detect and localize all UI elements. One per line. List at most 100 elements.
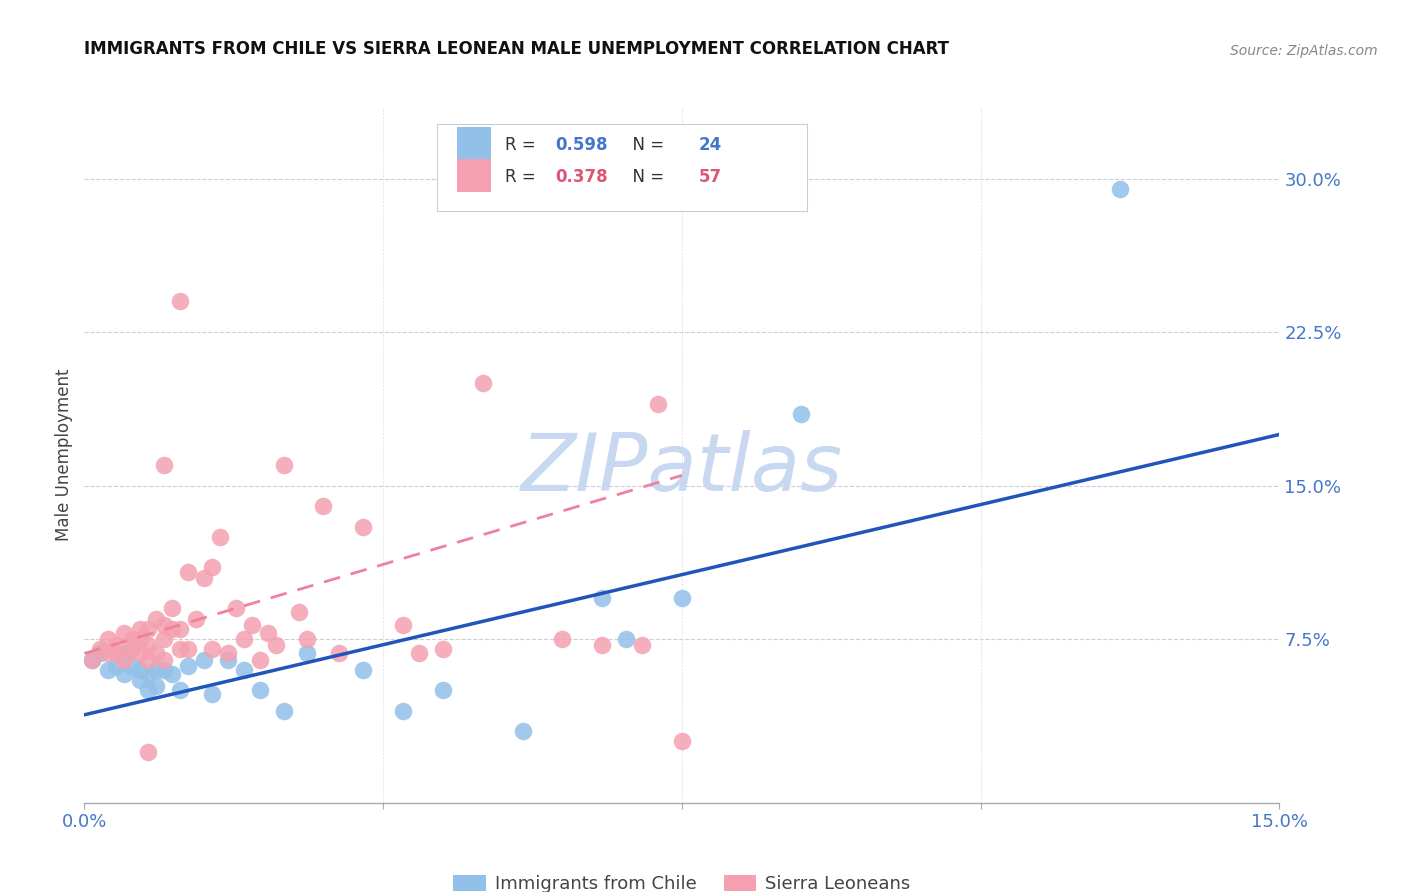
Point xyxy=(177,565,200,579)
Point xyxy=(153,458,176,472)
Point xyxy=(112,666,135,681)
Point xyxy=(408,647,430,661)
Point xyxy=(790,407,813,421)
Point xyxy=(112,652,135,666)
Point xyxy=(145,663,167,677)
FancyBboxPatch shape xyxy=(437,124,807,211)
Point xyxy=(647,397,669,411)
Text: 0.378: 0.378 xyxy=(555,168,607,186)
Bar xyxy=(457,159,491,192)
Point xyxy=(105,658,128,673)
Point xyxy=(471,376,494,391)
Point xyxy=(153,632,176,646)
Point xyxy=(352,663,374,677)
Point xyxy=(193,652,215,666)
Point xyxy=(105,647,128,661)
Point xyxy=(328,647,350,661)
Point xyxy=(160,622,183,636)
Point xyxy=(201,687,224,701)
Point xyxy=(177,642,200,657)
Text: IMMIGRANTS FROM CHILE VS SIERRA LEONEAN MALE UNEMPLOYMENT CORRELATION CHART: IMMIGRANTS FROM CHILE VS SIERRA LEONEAN … xyxy=(84,40,949,58)
Point xyxy=(256,626,278,640)
Point xyxy=(97,632,120,646)
Point xyxy=(217,647,239,661)
Point xyxy=(614,632,637,646)
Point xyxy=(208,530,231,544)
Point xyxy=(432,683,454,698)
Legend: Immigrants from Chile, Sierra Leoneans: Immigrants from Chile, Sierra Leoneans xyxy=(446,868,918,892)
Point xyxy=(1109,182,1132,196)
Point xyxy=(153,663,176,677)
Text: N =: N = xyxy=(621,168,669,186)
Point xyxy=(273,458,295,472)
Point xyxy=(217,652,239,666)
Point xyxy=(240,617,263,632)
Point xyxy=(136,683,159,698)
Point xyxy=(145,679,167,693)
Point xyxy=(193,571,215,585)
Point xyxy=(82,652,104,666)
Point xyxy=(105,638,128,652)
Point xyxy=(136,622,159,636)
Point xyxy=(89,642,111,657)
Point xyxy=(145,612,167,626)
Point xyxy=(201,642,224,657)
Point xyxy=(169,642,191,657)
Point xyxy=(112,647,135,661)
Point xyxy=(169,622,191,636)
Bar xyxy=(457,127,491,160)
Point xyxy=(288,606,311,620)
Point xyxy=(352,519,374,533)
Point xyxy=(312,499,335,513)
Point xyxy=(160,666,183,681)
Point xyxy=(136,652,159,666)
Y-axis label: Male Unemployment: Male Unemployment xyxy=(55,368,73,541)
Point xyxy=(432,642,454,657)
Point xyxy=(145,647,167,661)
Point xyxy=(97,647,120,661)
Point xyxy=(129,647,152,661)
Point xyxy=(297,632,319,646)
Point xyxy=(129,622,152,636)
Text: 0.598: 0.598 xyxy=(555,136,607,153)
Text: 24: 24 xyxy=(699,136,721,153)
Point xyxy=(297,647,319,661)
Point xyxy=(591,638,613,652)
Point xyxy=(264,638,287,652)
Text: ZIPatlas: ZIPatlas xyxy=(520,430,844,508)
Point xyxy=(201,560,224,574)
Point xyxy=(97,663,120,677)
Point xyxy=(225,601,247,615)
Point xyxy=(89,647,111,661)
Point xyxy=(392,704,415,718)
Point xyxy=(169,683,191,698)
Point xyxy=(249,652,271,666)
Point xyxy=(551,632,574,646)
Point xyxy=(512,724,534,739)
Point xyxy=(129,673,152,687)
Point xyxy=(631,638,654,652)
Point xyxy=(121,632,143,646)
Text: R =: R = xyxy=(505,168,541,186)
Point xyxy=(232,632,254,646)
Text: 57: 57 xyxy=(699,168,721,186)
Point xyxy=(136,745,159,759)
Text: R =: R = xyxy=(505,136,541,153)
Point xyxy=(121,658,143,673)
Point xyxy=(184,612,207,626)
Point xyxy=(136,666,159,681)
Text: Source: ZipAtlas.com: Source: ZipAtlas.com xyxy=(1230,44,1378,58)
Point xyxy=(232,663,254,677)
Point xyxy=(121,642,143,657)
Point xyxy=(153,617,176,632)
Point xyxy=(112,626,135,640)
Point xyxy=(249,683,271,698)
Point xyxy=(160,601,183,615)
Point xyxy=(177,658,200,673)
Point xyxy=(671,591,693,606)
Point xyxy=(591,591,613,606)
Point xyxy=(392,617,415,632)
Point xyxy=(153,652,176,666)
Point xyxy=(82,652,104,666)
Point xyxy=(671,734,693,748)
